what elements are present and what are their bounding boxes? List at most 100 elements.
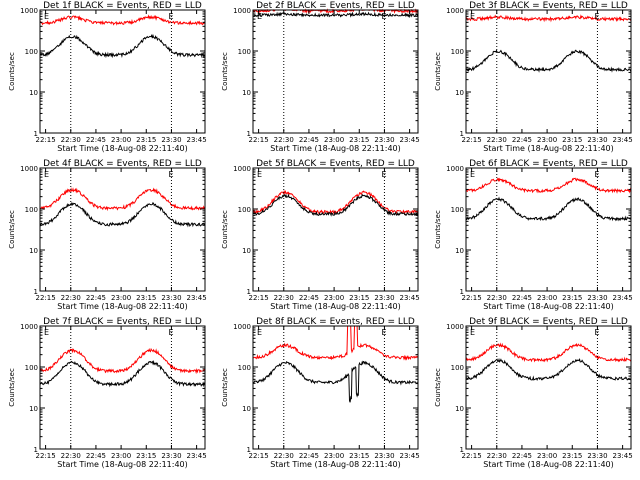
y-tick-label: 100: [25, 48, 38, 56]
x-tick-label: 23:00: [111, 136, 131, 144]
x-tick-label: 22:45: [512, 136, 532, 144]
plot-frame: [465, 325, 632, 450]
events-series-line: [252, 193, 419, 217]
lld-series-line: [39, 14, 206, 26]
events-series-line: [39, 201, 206, 228]
y-tick-label: 10: [29, 89, 38, 97]
x-tick-label: 23:45: [613, 452, 633, 460]
panel-title: Det 8f BLACK = Events, RED = LLD: [256, 317, 415, 327]
x-tick-label: 23:00: [537, 294, 557, 302]
x-tick-label: 23:45: [187, 452, 207, 460]
x-tick-label: 22:30: [61, 294, 81, 302]
events-series-line: [39, 33, 206, 59]
x-tick-label: 22:15: [461, 452, 481, 460]
event-marker: E: [381, 12, 386, 21]
x-tick-label: 23:00: [324, 452, 344, 460]
panel-title: Det 5f BLACK = Events, RED = LLD: [256, 159, 415, 169]
y-axis-label: Counts/sec: [221, 210, 229, 249]
x-tick-label: 23:15: [349, 452, 369, 460]
y-axis-label: Counts/sec: [221, 52, 229, 91]
lld-series-line: [39, 347, 206, 375]
panel-title: Det 2f BLACK = Events, RED = LLD: [256, 1, 415, 11]
y-tick-label: 100: [451, 206, 464, 214]
y-tick-label: 1000: [20, 7, 38, 15]
x-tick-label: 22:30: [61, 452, 81, 460]
x-axis-label: Start Time (18-Aug-08 22:11:40): [270, 144, 401, 153]
y-tick-label: 1000: [20, 165, 38, 173]
y-tick-label: 100: [451, 48, 464, 56]
x-tick-label: 22:15: [461, 136, 481, 144]
x-tick-label: 23:30: [587, 294, 607, 302]
y-tick-label: 1000: [446, 165, 464, 173]
x-tick-label: 23:15: [136, 136, 156, 144]
x-tick-label: 23:15: [562, 136, 582, 144]
x-tick-label: 23:45: [400, 452, 420, 460]
x-tick-label: 23:00: [537, 452, 557, 460]
y-tick-label: 10: [455, 405, 464, 413]
x-tick-label: 22:30: [274, 136, 294, 144]
x-tick-label: 22:45: [512, 452, 532, 460]
events-series-line: [252, 360, 419, 403]
plot-frame: [252, 325, 419, 450]
panel-title: Det 7f BLACK = Events, RED = LLD: [43, 317, 202, 327]
x-tick-label: 23:00: [111, 294, 131, 302]
event-marker: E: [594, 170, 599, 179]
y-tick-label: 1: [247, 288, 251, 296]
event-marker: E: [44, 12, 49, 21]
x-tick-label: 23:30: [161, 294, 181, 302]
x-axis-label: Start Time (18-Aug-08 22:11:40): [483, 144, 614, 153]
y-axis-label: Counts/sec: [434, 210, 442, 249]
y-axis-label: Counts/sec: [8, 210, 16, 249]
x-tick-label: 23:45: [613, 136, 633, 144]
y-tick-label: 1: [460, 288, 464, 296]
x-tick-label: 23:15: [349, 294, 369, 302]
x-tick-label: 23:15: [562, 294, 582, 302]
x-tick-label: 22:15: [248, 136, 268, 144]
lld-series-line: [252, 189, 419, 215]
y-tick-label: 1000: [446, 323, 464, 331]
panel-title: Det 4f BLACK = Events, RED = LLD: [43, 159, 202, 169]
x-tick-label: 22:45: [86, 136, 106, 144]
y-tick-label: 1: [460, 446, 464, 454]
lld-series-line: [39, 187, 206, 212]
y-tick-label: 1000: [233, 7, 251, 15]
y-axis-label: Counts/sec: [8, 368, 16, 407]
x-tick-label: 22:30: [487, 136, 507, 144]
events-series-line: [465, 49, 632, 73]
y-tick-label: 1000: [20, 323, 38, 331]
y-tick-label: 10: [29, 405, 38, 413]
y-tick-label: 1: [247, 130, 251, 138]
y-tick-label: 100: [238, 206, 251, 214]
panel-title: Det 3f BLACK = Events, RED = LLD: [469, 1, 628, 11]
event-marker: E: [594, 328, 599, 337]
event-marker: E: [470, 12, 475, 21]
x-tick-label: 23:00: [111, 452, 131, 460]
y-tick-label: 1: [247, 446, 251, 454]
x-tick-label: 23:45: [187, 136, 207, 144]
x-tick-label: 22:45: [86, 452, 106, 460]
plot-frame: [465, 9, 632, 134]
lld-series-line: [465, 14, 632, 23]
x-tick-label: 23:45: [400, 294, 420, 302]
x-tick-label: 23:15: [136, 294, 156, 302]
x-tick-label: 22:30: [487, 452, 507, 460]
panel-title: Det 1f BLACK = Events, RED = LLD: [43, 1, 202, 11]
plot-frame: [252, 167, 419, 292]
lld-series-line: [465, 342, 632, 363]
x-tick-label: 22:15: [461, 294, 481, 302]
events-series-line: [465, 357, 632, 381]
x-tick-label: 23:30: [161, 452, 181, 460]
y-axis-label: Counts/sec: [8, 52, 16, 91]
x-axis-label: Start Time (18-Aug-08 22:11:40): [483, 460, 614, 469]
y-tick-label: 100: [25, 206, 38, 214]
event-marker: E: [44, 328, 49, 337]
x-tick-label: 23:45: [400, 136, 420, 144]
x-tick-label: 22:15: [35, 136, 55, 144]
